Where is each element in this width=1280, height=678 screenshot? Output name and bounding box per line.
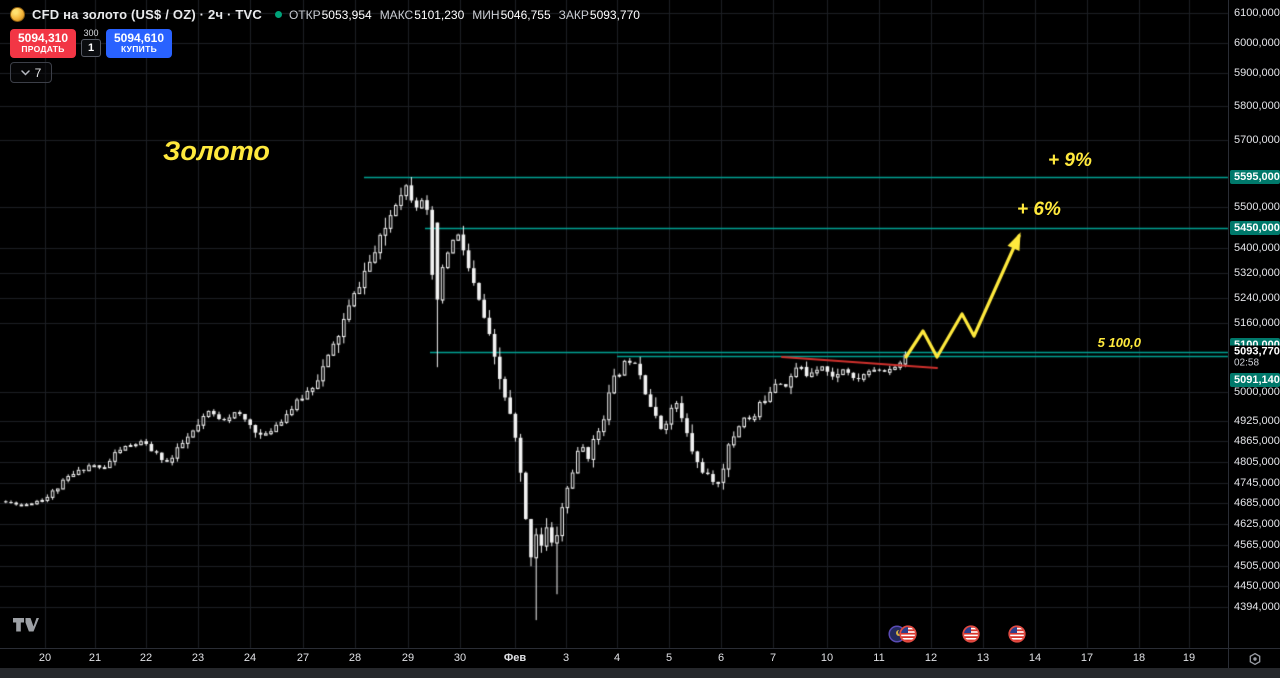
price-axis-label: 4805,000 (1234, 456, 1280, 468)
ohlc-value: 5101,230 (414, 7, 465, 22)
ohlc-pair: МАКС5101,230 (380, 8, 465, 22)
price-axis-label: 4505,000 (1234, 560, 1280, 572)
ohlc-label: ЗАКР (558, 7, 589, 22)
ohlc-pair: МИН5046,755 (472, 8, 550, 22)
sell-price: 5094,310 (17, 31, 69, 46)
ohlc-label: МИН (472, 7, 500, 22)
annotation-pct6[interactable]: + 6% (1017, 199, 1061, 220)
sell-button[interactable]: 5094,310 ПРОДАТЬ (10, 29, 76, 58)
bottom-toolbar-strip (0, 668, 1280, 678)
price-axis-label: 4625,000 (1234, 518, 1280, 530)
time-axis[interactable]: 20 21 22 23 24 27 28 29 30 Фев 3 4 5 6 7 10 11 12 13 14 17 18… (0, 648, 1228, 669)
time-axis-label: Фев (503, 652, 527, 664)
tradingview-logo (13, 618, 39, 641)
price-axis-label: 5320,000 (1234, 267, 1280, 279)
event-flag-us-icon[interactable] (962, 625, 980, 648)
spread-column: 300 1 (80, 28, 102, 57)
time-axis-label: 6 (717, 652, 725, 664)
price-axis-label: 5500,000 (1234, 201, 1280, 213)
time-axis-label: 5 (665, 652, 673, 664)
ohlc-label: ОТКР (288, 7, 321, 22)
price-axis-label: 6100,000 (1234, 7, 1280, 19)
price-axis-label: 4865,000 (1234, 435, 1280, 447)
price-axis[interactable]: 6100,000 6000,000 5900,000 5800,000 5700,000… (1228, 0, 1280, 648)
price-axis-label: 5900,000 (1234, 67, 1280, 79)
annotation-pct9[interactable]: + 9% (1048, 150, 1092, 171)
price-axis-label: 4394,000 (1234, 601, 1280, 613)
price-axis-label: 4685,000 (1234, 497, 1280, 509)
price-axis-label: 5240,000 (1234, 292, 1280, 304)
price-axis-label: 5800,000 (1234, 100, 1280, 112)
ohlc-pair: ЗАКР5093,770 (559, 8, 640, 22)
time-axis-label: 22 (139, 652, 153, 664)
market-status-icon (274, 11, 282, 18)
time-axis-label: 4 (613, 652, 621, 664)
time-axis-label: 13 (976, 652, 990, 664)
time-axis-label: 21 (88, 652, 102, 664)
annotation-level5100[interactable]: 5 100,0 (1097, 335, 1141, 350)
ohlc-value: 5046,755 (500, 7, 551, 22)
price-level-tag: 5091,140 (1230, 373, 1280, 387)
time-axis-label: 7 (769, 652, 777, 664)
time-axis-label: 3 (562, 652, 570, 664)
buy-button[interactable]: 5094,610 КУПИТЬ (106, 29, 172, 58)
ohlc-value: 5093,770 (589, 7, 640, 22)
ohlc-pair: ОТКР5053,954 (289, 8, 372, 22)
price-axis-label: 6000,000 (1234, 37, 1280, 49)
time-axis-label: 18 (1132, 652, 1146, 664)
chevron-down-icon (20, 69, 30, 76)
price-axis-label: 5400,000 (1234, 242, 1280, 254)
time-axis-label: 23 (191, 652, 205, 664)
price-axis-label: 5000,000 (1234, 386, 1280, 398)
ohlc-readout: ОТКР5053,954 МАКС5101,230 МИН5046,755 ЗАКР5… (289, 8, 640, 22)
price-axis-label: 5700,000 (1234, 134, 1280, 146)
time-axis-label: 24 (243, 652, 257, 664)
last-price-value: 5093,770 (1234, 345, 1280, 358)
price-axis-label: 4745,000 (1234, 477, 1280, 489)
buy-price: 5094,610 (113, 31, 165, 46)
ohlc-label: МАКС (379, 7, 414, 22)
time-axis-label: 20 (38, 652, 52, 664)
spread-value: 300 (83, 28, 99, 38)
price-axis-label: 5160,000 (1234, 317, 1280, 329)
price-level-tag: 5595,000 (1230, 170, 1280, 184)
time-axis-label: 27 (296, 652, 310, 664)
time-axis-label: 29 (401, 652, 415, 664)
time-axis-label: 30 (453, 652, 467, 664)
indicators-toggle[interactable]: 7 (10, 62, 52, 83)
last-price-tag: 5093,770 02:58 (1230, 345, 1280, 369)
symbol-logo-icon (10, 7, 25, 22)
time-axis-label: 19 (1182, 652, 1196, 664)
indicators-count: 7 (34, 65, 42, 80)
annotation-title[interactable]: Золото (163, 136, 270, 166)
price-axis-label: 4450,000 (1234, 580, 1280, 592)
event-flag-us-icon[interactable] (899, 625, 917, 648)
symbol-title[interactable]: CFD на золото (US$ / OZ) · 2ч · TVC (32, 7, 262, 22)
buy-sell-widget: 5094,310 ПРОДАТЬ 300 1 5094,610 КУПИТЬ (10, 28, 172, 58)
quantity-stepper[interactable]: 1 (81, 39, 101, 57)
event-flag-us-icon[interactable] (1008, 625, 1026, 648)
bar-countdown: 02:58 (1234, 357, 1260, 369)
gear-icon[interactable] (1248, 652, 1262, 666)
price-axis-label: 4565,000 (1234, 539, 1280, 551)
time-axis-label: 10 (820, 652, 834, 664)
time-axis-label: 11 (873, 652, 885, 664)
price-level-tag: 5450,000 (1230, 221, 1280, 235)
axis-settings-corner (1228, 648, 1280, 669)
price-axis-label: 4925,000 (1234, 415, 1280, 427)
time-axis-label: 12 (924, 652, 938, 664)
sell-label: ПРОДАТЬ (21, 44, 65, 55)
symbol-header: CFD на золото (US$ / OZ) · 2ч · TVC ОТКР… (10, 7, 640, 22)
buy-label: КУПИТЬ (120, 44, 157, 55)
time-axis-label: 28 (348, 652, 362, 664)
time-axis-label: 17 (1080, 652, 1094, 664)
time-axis-label: 14 (1028, 652, 1042, 664)
ohlc-value: 5053,954 (321, 7, 372, 22)
